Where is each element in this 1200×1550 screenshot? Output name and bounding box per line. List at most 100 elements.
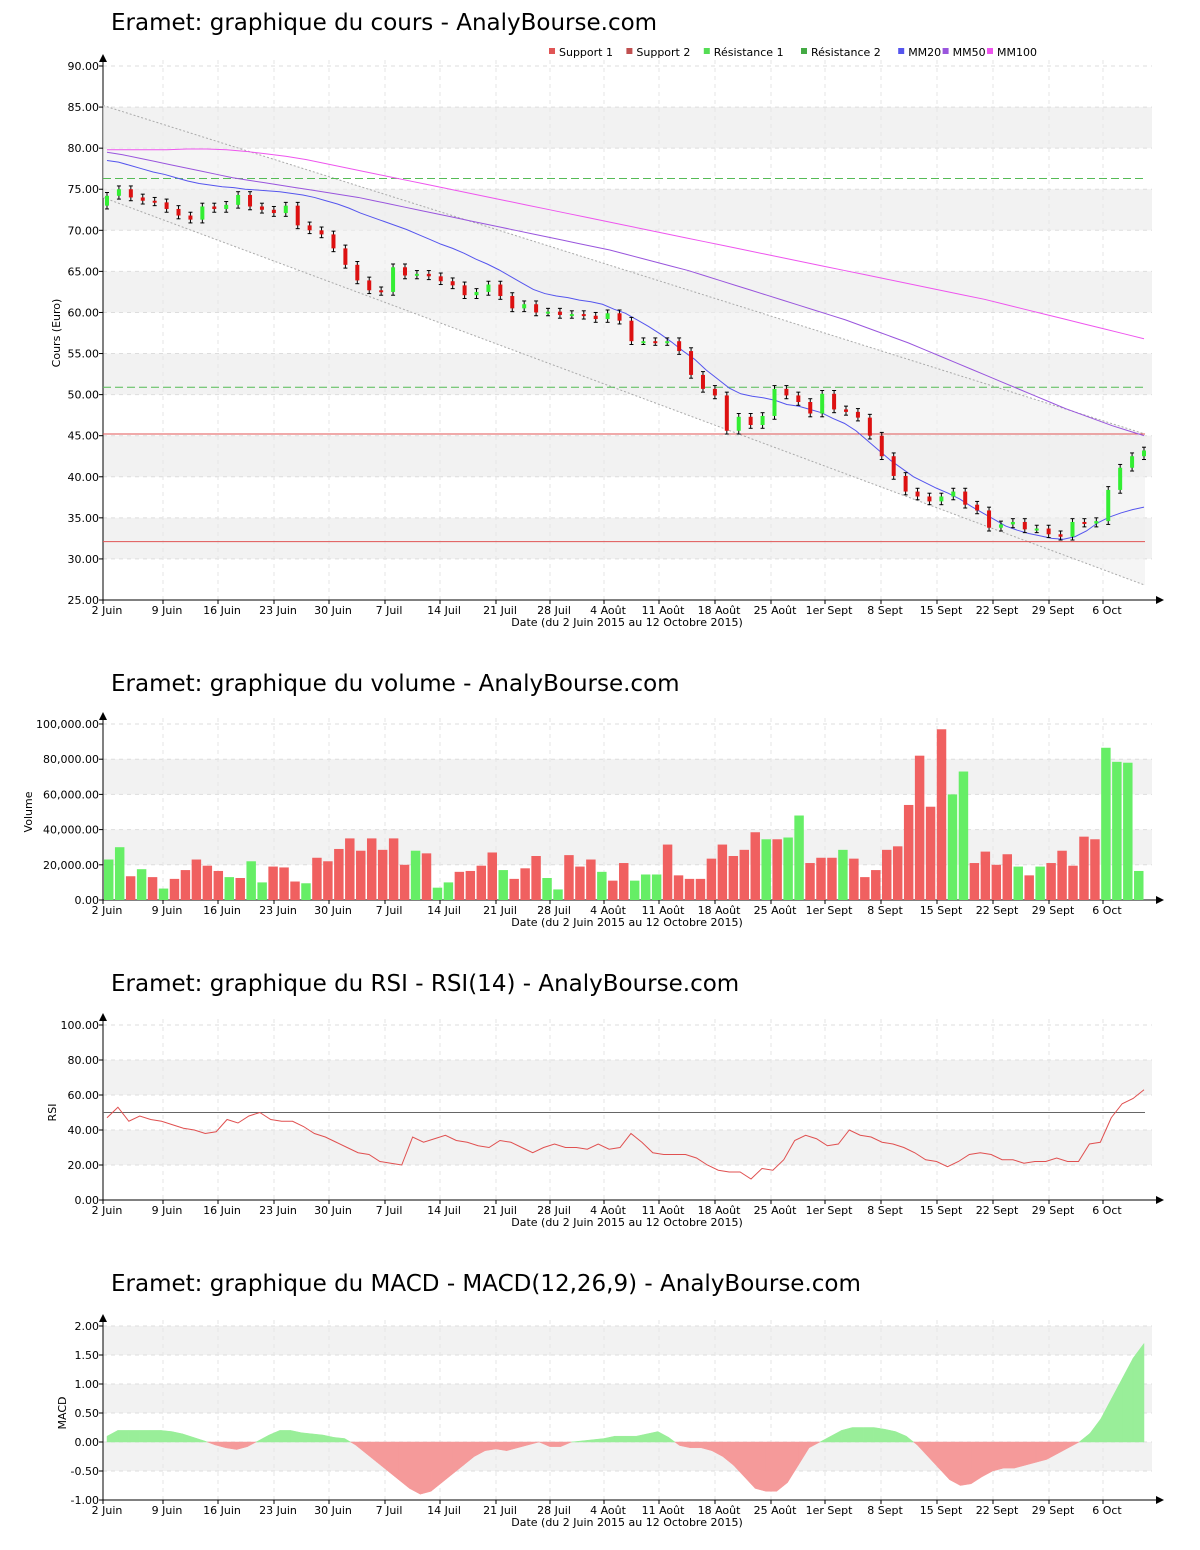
x-axis-arrow (1156, 1496, 1164, 1504)
y-axis-label: RSI (46, 1104, 59, 1122)
candle-body (105, 195, 109, 206)
macd-area-segment (149, 1430, 162, 1443)
volume-bar (498, 870, 508, 900)
volume-bar (334, 848, 344, 900)
rsi-chart: 0.00 20.00 40.00 60.00 80.00 100.00 2 Juin 9 Ju… (46, 1013, 1164, 1229)
macd-area-segment (690, 1441, 702, 1449)
candle-body (939, 496, 944, 502)
volume-bar (871, 870, 881, 900)
candle-body (1070, 521, 1075, 537)
candle-body (164, 202, 169, 209)
y-tick-label: 55.00 (68, 348, 100, 361)
macd-area-segment (776, 1441, 788, 1492)
volume-bar (684, 878, 695, 900)
macd-area-segment (668, 1436, 676, 1443)
x-tick-label: 8 Sept (867, 1204, 903, 1217)
y-tick-label: 1.00 (75, 1378, 100, 1391)
y-tick-label: 40.00 (68, 1124, 100, 1137)
x-tick-label: 15 Sept (920, 1504, 963, 1517)
y-tick-label: 80,000.00 (43, 753, 99, 766)
candle-body (379, 290, 384, 293)
volume-bar (465, 870, 476, 900)
candle-body (1046, 528, 1051, 535)
macd-area-segment (549, 1441, 561, 1447)
macd-area-segment (344, 1438, 352, 1443)
trend-channel (103, 105, 1145, 586)
candle-body (546, 311, 551, 314)
volume-bar (892, 846, 903, 900)
x-tick-label: 29 Sept (1032, 1204, 1075, 1217)
x-tick-label: 2 Juin (92, 1504, 123, 1517)
volume-bar (104, 859, 114, 900)
candle-body (224, 204, 229, 209)
y-tick-label: 70.00 (68, 224, 100, 237)
candle-body (784, 388, 789, 396)
volume-bar (728, 856, 739, 900)
x-tick-label: 22 Sept (976, 1504, 1019, 1517)
candle-body (712, 388, 717, 396)
volume-bar (750, 832, 760, 900)
candle-body (677, 341, 682, 352)
x-axis-label: Date (du 2 Juin 2015 au 12 Octobre 2015) (511, 616, 743, 629)
volume-bar (903, 804, 914, 900)
volume-bar (487, 852, 497, 900)
candle-body (1022, 521, 1027, 530)
y-tick-label: 100.00 (61, 1019, 100, 1032)
x-tick-label: 30 Juin (314, 1504, 352, 1517)
macd-area-segment (852, 1427, 864, 1443)
volume-bar (136, 869, 147, 900)
x-tick-label: 6 Oct (1092, 904, 1122, 917)
candle-body (927, 496, 932, 502)
x-tick-label: 2 Juin (92, 904, 123, 917)
macd-area-segment (322, 1434, 335, 1443)
y-axis-label: Volume (22, 791, 35, 832)
volume-bar (882, 849, 892, 900)
macd-area-segment (614, 1435, 626, 1443)
y-tick-label: 50.00 (68, 389, 100, 402)
volume-bar (279, 867, 289, 900)
candle-body (951, 491, 956, 497)
candle-body (391, 267, 396, 292)
volume-bar (629, 880, 640, 900)
volume-bar (301, 883, 311, 900)
volume-bar (388, 838, 399, 900)
volume-bar (454, 871, 465, 900)
candle-body (760, 415, 765, 426)
volume-bar (695, 878, 706, 900)
legend-label: Support 2 (636, 46, 690, 59)
macd-area-segment (301, 1432, 313, 1443)
x-tick-label: 15 Sept (920, 604, 963, 617)
volume-bar (410, 850, 421, 900)
macd-area-segment (1122, 1357, 1134, 1443)
volume-bar (772, 839, 782, 900)
macd-chart: -1.00 -0.50 0.00 0.50 1.00 1.50 2.00 2 Juin 9 Ju… (56, 1314, 1164, 1529)
volume-bar (706, 858, 717, 900)
x-tick-label: 8 Sept (867, 1504, 903, 1517)
macd-area-segment (646, 1431, 659, 1443)
y-tick-label: 80.00 (68, 142, 100, 155)
volume-bar (366, 838, 377, 900)
candle-body (402, 267, 407, 276)
macd-area-segment (398, 1441, 410, 1489)
volume-bar (914, 755, 925, 900)
y-tick-label: 60.00 (68, 306, 100, 319)
x-tick-label: 9 Juin (152, 904, 183, 917)
candle-body (1082, 521, 1087, 524)
y-tick-label: 20,000.00 (43, 859, 99, 872)
volume-bar (860, 877, 870, 900)
candle-body (176, 208, 181, 216)
y-tick-label: 25.00 (68, 594, 100, 607)
x-tick-label: 7 Juil (376, 1504, 403, 1517)
y-tick-label: 80.00 (68, 1054, 100, 1067)
volume-bar (432, 887, 443, 900)
volume-chart-title: Eramet: graphique du volume - AnalyBours… (111, 671, 680, 697)
volume-bar (191, 859, 202, 900)
x-tick-label: 25 Août (754, 904, 798, 917)
candle-body (414, 273, 419, 276)
y-tick-label: 0.00 (75, 894, 100, 907)
volume-bar (586, 859, 596, 900)
legend-swatch (801, 48, 807, 54)
macd-area-segment (495, 1441, 507, 1451)
volume-bar (838, 849, 848, 900)
y-axis-label: MACD (56, 1397, 69, 1430)
